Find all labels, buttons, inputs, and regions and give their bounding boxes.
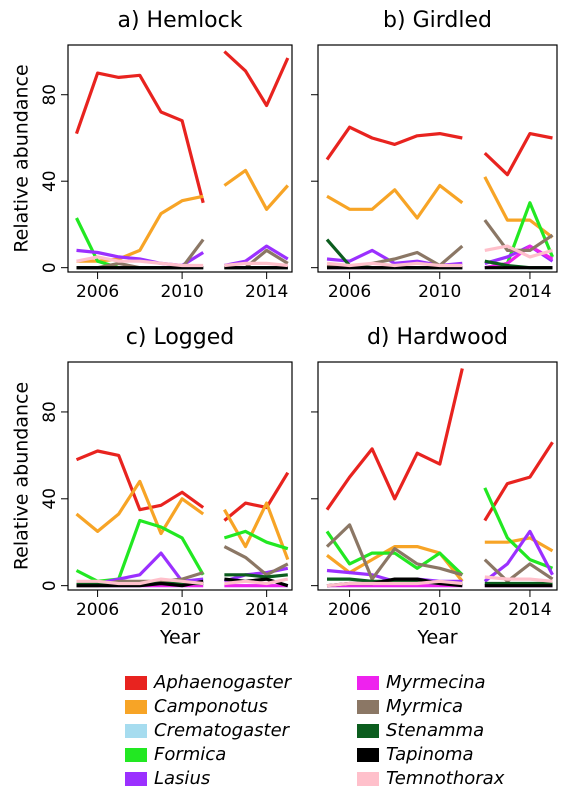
series-line — [224, 573, 288, 579]
series-line — [75, 449, 205, 512]
legend-label: Myrmecina — [386, 672, 486, 693]
plot-frame — [67, 44, 293, 273]
legend-swatch — [125, 676, 147, 690]
series-line — [75, 479, 205, 536]
series-line — [483, 558, 554, 583]
legend-label: Aphaenogaster — [153, 672, 293, 693]
panel-title: a) Hemlock — [118, 8, 243, 33]
legend-label: Myrmica — [386, 696, 463, 717]
series-line — [326, 183, 464, 220]
legend-label: Stenamma — [386, 720, 484, 741]
legend-swatch — [125, 700, 147, 714]
x-tick-label: 2006 — [76, 282, 119, 302]
series-line — [483, 176, 554, 239]
y-tick-label: 80 — [40, 401, 60, 423]
x-tick-label: 2006 — [328, 600, 371, 620]
series-line — [325, 368, 464, 511]
series-line — [223, 50, 290, 108]
series-line — [223, 545, 289, 577]
series-line — [223, 471, 290, 522]
series-line — [325, 530, 464, 576]
y-tick-label: 0 — [40, 580, 60, 591]
series-line — [326, 261, 463, 268]
x-axis-label: Year — [416, 627, 457, 649]
series-line — [223, 168, 289, 211]
y-tick-label: 40 — [40, 488, 60, 510]
series-line — [76, 577, 204, 586]
legend-swatch — [357, 772, 379, 786]
x-tick-label: 2006 — [328, 282, 371, 302]
x-tick-label: 2014 — [508, 600, 551, 620]
x-tick-label: 2010 — [418, 600, 461, 620]
x-tick-label: 2010 — [160, 282, 203, 302]
series-line — [223, 501, 290, 561]
legend-label: Crematogaster — [154, 720, 291, 741]
series-line — [74, 71, 205, 204]
y-axis-label: Relative abundance — [11, 382, 33, 570]
legend-label: Temnothorax — [386, 768, 505, 789]
x-tick-label: 2014 — [245, 600, 288, 620]
series-line — [223, 529, 289, 551]
x-tick-label: 2010 — [418, 282, 461, 302]
legend-swatch — [357, 700, 379, 714]
series-line — [483, 132, 553, 177]
series-line — [483, 441, 554, 522]
series-line — [325, 523, 463, 581]
series-line — [484, 575, 553, 583]
panel-title: b) Girdled — [383, 8, 492, 33]
series-line — [325, 125, 463, 161]
legend-label: Tapinoma — [386, 744, 474, 765]
plot-frame — [317, 44, 558, 273]
legend-label: Camponotus — [154, 696, 268, 717]
legend-label: Lasius — [154, 768, 210, 789]
series-line — [224, 261, 288, 268]
series-line — [76, 579, 204, 588]
series-line — [484, 536, 554, 553]
legend-swatch — [125, 748, 147, 762]
legend-swatch — [125, 724, 147, 738]
series-line — [484, 244, 553, 259]
series-line — [76, 255, 204, 268]
series-line — [224, 577, 289, 586]
x-tick-label: 2006 — [76, 600, 119, 620]
legend-swatch — [357, 724, 379, 738]
legend-swatch — [125, 772, 147, 786]
series-line — [326, 579, 463, 588]
x-tick-label: 2010 — [160, 600, 203, 620]
panel-title: c) Logged — [126, 325, 234, 350]
x-tick-label: 2014 — [508, 282, 551, 302]
x-axis-label: Year — [159, 627, 200, 649]
plot-frame — [317, 361, 558, 591]
plot-frame — [67, 361, 293, 591]
legend-label: Formica — [154, 744, 226, 765]
y-axis-label: Relative abundance — [11, 64, 33, 252]
panel-title: d) Hardwood — [367, 325, 508, 350]
y-tick-label: 80 — [40, 84, 60, 106]
y-tick-label: 0 — [40, 262, 60, 273]
y-tick-label: 40 — [40, 170, 60, 192]
legend-swatch — [357, 748, 379, 762]
x-tick-label: 2014 — [245, 282, 288, 302]
legend-swatch — [357, 676, 379, 690]
